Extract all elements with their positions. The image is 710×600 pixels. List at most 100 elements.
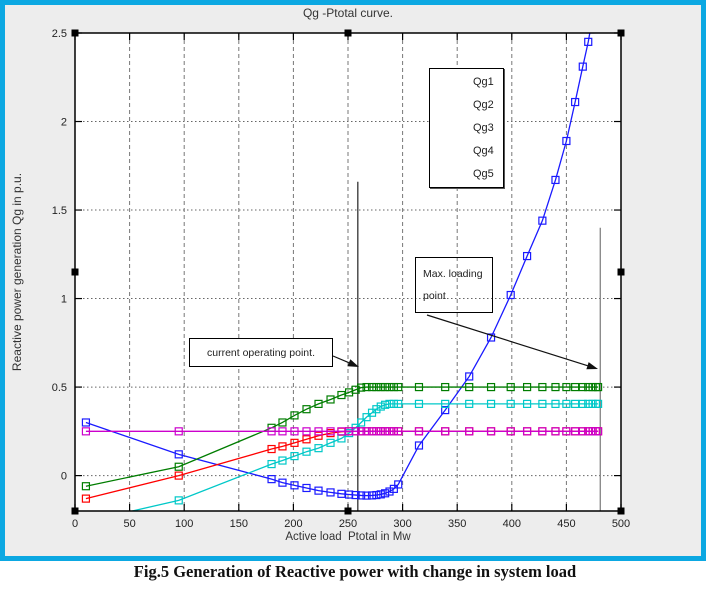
marker-qg2: [465, 382, 474, 392]
marker-qg2: [302, 405, 311, 414]
marker-qg5: [465, 427, 474, 436]
legend-item-qg5[interactable]: Qg5: [430, 163, 503, 185]
marker-qg4: [506, 399, 515, 408]
arrow-current-operating-line: [332, 355, 350, 364]
marker-qg1: [278, 478, 287, 487]
x-tick-label: 400: [503, 518, 521, 530]
marker-qg4: [357, 418, 366, 427]
marker-qg5: [506, 427, 515, 436]
marker-qg3: [314, 431, 323, 440]
marker-qg5: [81, 427, 91, 436]
marker-qg2: [578, 382, 587, 392]
marker-qg2: [372, 382, 381, 392]
x-tick-label: 350: [448, 518, 466, 530]
marker-qg1: [506, 290, 515, 300]
marker-qg2: [326, 395, 335, 404]
marker-qg1: [538, 216, 547, 225]
marker-qg2: [486, 382, 496, 392]
marker-qg4: [584, 399, 593, 408]
marker-qg5: [385, 427, 394, 436]
marker-qg4: [372, 405, 381, 414]
marker-qg4: [278, 456, 287, 465]
y-tick-label: 2: [61, 117, 67, 129]
marker-qg2: [174, 462, 183, 471]
marker-qg4: [578, 399, 587, 408]
marker-qg5: [578, 427, 587, 436]
legend-item-qg3[interactable]: Qg3: [430, 117, 503, 139]
marker-qg1: [389, 484, 398, 493]
selection-handle[interactable]: [71, 507, 79, 515]
marker-qg5: [376, 427, 385, 436]
marker-qg2: [314, 399, 323, 408]
qg2-line-sample-icon: [433, 99, 469, 111]
marker-qg5: [486, 427, 496, 436]
marker-qg3: [278, 442, 287, 451]
x-axis-label: Active load Ptotal in Mw: [285, 531, 411, 543]
marker-qg1: [267, 475, 276, 484]
marker-qg2: [389, 382, 398, 392]
marker-qg1: [372, 490, 381, 500]
marker-qg3: [267, 444, 276, 454]
marker-qg5: [372, 427, 381, 436]
arrow-max-loading-line: [426, 314, 588, 367]
y-axis-label: Reactive power generation Qg in p.u.: [10, 172, 24, 372]
selection-handle[interactable]: [71, 268, 79, 276]
legend-item-qg4[interactable]: Qg4: [430, 140, 503, 162]
marker-qg1: [351, 490, 360, 500]
selection-handle[interactable]: [344, 29, 352, 37]
marker-qg2: [551, 382, 560, 392]
marker-qg4: [326, 438, 335, 447]
arrow-max-loading-head: [586, 362, 598, 370]
annotation-max-loading-point[interactable]: Max. loading point: [415, 257, 493, 313]
marker-qg5: [441, 427, 450, 436]
selection-handle[interactable]: [617, 507, 625, 515]
selection-handle[interactable]: [617, 29, 625, 37]
marker-qg2: [414, 382, 424, 392]
marker-qg4: [302, 447, 311, 456]
marker-qg2: [362, 382, 371, 392]
marker-qg5: [571, 427, 580, 436]
selection-handle[interactable]: [71, 29, 79, 37]
series-group: [81, 33, 603, 525]
marker-qg1: [414, 441, 424, 450]
marker-qg5: [414, 427, 424, 436]
figure-caption: Fig.5 Generation of Reactive power with …: [133, 562, 577, 581]
x-tick-label: 50: [123, 518, 135, 530]
marker-qg1: [357, 491, 366, 500]
marker-qg4: [381, 400, 390, 409]
marker-qg4: [538, 399, 547, 408]
marker-qg1: [571, 97, 580, 107]
marker-qg5: [584, 427, 593, 436]
marker-qg2: [441, 382, 450, 392]
marker-qg2: [367, 382, 377, 392]
annotation-current-operating-point[interactable]: current operating point.: [189, 338, 333, 367]
marker-qg4: [174, 496, 183, 505]
marker-qg1: [81, 418, 91, 427]
marker-qg4: [82, 518, 89, 525]
marker-qg1: [465, 372, 474, 381]
marker-qg2: [385, 382, 394, 392]
marker-qg1: [174, 450, 183, 459]
marker-qg5: [389, 427, 398, 436]
x-tick-label: 300: [393, 518, 411, 530]
marker-qg5: [326, 427, 335, 436]
legend-item-qg2[interactable]: Qg2: [430, 94, 503, 116]
qg3-line-sample-icon: [433, 122, 469, 134]
selection-handle[interactable]: [617, 268, 625, 276]
marker-qg4: [389, 399, 398, 408]
marker-qg5: [362, 427, 371, 436]
marker-qg3: [290, 438, 299, 447]
qg1-line-sample-icon: [433, 76, 469, 88]
selection-handle[interactable]: [344, 507, 352, 515]
marker-qg4: [593, 399, 603, 408]
marker-qg2: [593, 382, 603, 392]
marker-qg1: [367, 491, 377, 500]
marker-qg3: [174, 471, 183, 480]
legend-item-qg1[interactable]: Qg1: [430, 71, 503, 93]
legend-label: Qg1: [473, 76, 494, 89]
y-tick-label: 2.5: [52, 28, 67, 40]
marker-qg1: [326, 488, 335, 497]
legend-box[interactable]: Qg1 Qg2 Qg3 Qg4 Qg5: [429, 68, 504, 188]
marker-qg1: [376, 490, 385, 499]
